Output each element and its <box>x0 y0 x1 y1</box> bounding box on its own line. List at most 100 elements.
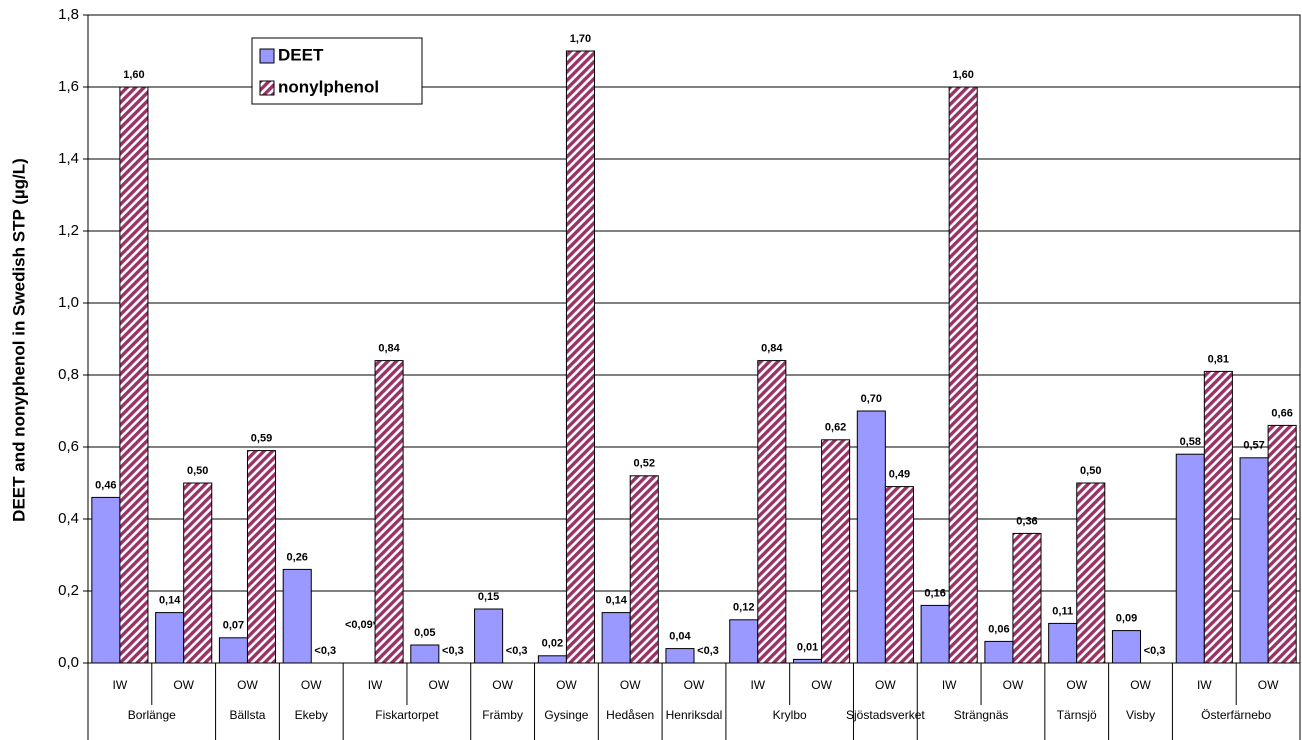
y-tick-label: 0,8 <box>58 366 79 383</box>
value-label: 0,14 <box>605 595 627 607</box>
x-tick-label: OW <box>173 678 194 692</box>
value-label: 0,66 <box>1271 407 1292 419</box>
bar <box>948 86 978 664</box>
x-tick-label: OW <box>556 678 577 692</box>
group-label: Hedåsen <box>606 708 654 722</box>
group-label: Visby <box>1126 708 1155 722</box>
x-tick-label: OW <box>875 678 896 692</box>
value-label: 0,70 <box>861 393 882 405</box>
bar <box>601 612 631 664</box>
y-tick-label: 0,6 <box>58 438 79 455</box>
bar <box>1203 370 1233 664</box>
bar <box>537 655 567 664</box>
value-label: <0,3 <box>1144 645 1166 657</box>
bar <box>374 360 404 664</box>
y-tick-label: 1,6 <box>58 78 79 95</box>
y-tick-label: 1,2 <box>58 222 79 239</box>
x-tick-label: OW <box>811 678 832 692</box>
x-tick-label: IW <box>1197 678 1212 692</box>
x-tick-label: OW <box>684 678 705 692</box>
value-label: 0,58 <box>1180 436 1201 448</box>
value-label: 0,52 <box>634 458 655 470</box>
bar <box>665 648 695 664</box>
bar <box>920 604 950 664</box>
bar <box>757 360 787 664</box>
value-label: 0,50 <box>187 465 208 477</box>
value-label: 0,49 <box>889 469 910 481</box>
y-axis-title: DEET and nonyphenol in Swedish STP (µg/L… <box>9 158 28 522</box>
value-label: 0,04 <box>669 631 691 643</box>
value-label: <0,09* <box>345 619 378 631</box>
value-label: 0,02 <box>542 638 563 650</box>
plot-border <box>87 14 1301 664</box>
group-label: Österfärnebo <box>1201 708 1271 722</box>
bar <box>91 496 121 664</box>
bar <box>1076 482 1106 664</box>
group-label: Krylbo <box>773 708 807 722</box>
x-tick-label: OW <box>301 678 322 692</box>
bar <box>884 486 914 664</box>
bar <box>282 568 312 664</box>
value-label: 0,81 <box>1208 353 1229 365</box>
bar <box>1267 424 1297 664</box>
bar <box>729 619 759 664</box>
value-label: 0,14 <box>159 595 181 607</box>
bar <box>1048 622 1078 664</box>
x-tick-label: OW <box>620 678 641 692</box>
value-label: 0,11 <box>1052 605 1073 617</box>
value-label: <0,3 <box>697 645 719 657</box>
legend: DEET nonylphenol <box>251 37 423 105</box>
value-label: 1,60 <box>952 69 973 81</box>
bar <box>1175 453 1205 664</box>
legend-swatch <box>259 80 275 96</box>
x-tick-label: OW <box>237 678 258 692</box>
value-label: 1,70 <box>570 33 591 45</box>
group-label: Tärnsjö <box>1057 708 1097 722</box>
value-label: 0,36 <box>1016 515 1037 527</box>
y-tick-label: 1,0 <box>58 294 79 311</box>
bar <box>1239 457 1269 664</box>
value-label: 0,50 <box>1080 465 1101 477</box>
legend-box <box>251 37 423 105</box>
value-label: 0,15 <box>478 591 499 603</box>
group-label: Borlänge <box>128 708 176 722</box>
value-label: <0,3 <box>442 645 464 657</box>
value-label: 0,59 <box>251 433 272 445</box>
bar <box>246 450 277 664</box>
bar <box>410 644 440 664</box>
bar <box>1012 532 1042 664</box>
value-label: 0,12 <box>733 602 754 614</box>
x-tick-label: IW <box>368 678 383 692</box>
group-label: Främby <box>482 708 523 722</box>
y-tick-label: 0,4 <box>58 510 79 527</box>
group-label: Fiskartorpet <box>375 708 439 722</box>
y-tick-label: 1,8 <box>58 6 79 23</box>
x-tick-label: OW <box>1130 678 1151 692</box>
value-label: 0,06 <box>988 623 1009 635</box>
bar <box>119 86 149 664</box>
value-label: 0,84 <box>378 343 400 355</box>
bar <box>1111 630 1142 664</box>
x-tick-label: OW <box>1258 678 1279 692</box>
value-label: 0,16 <box>924 587 945 599</box>
bar <box>856 410 886 664</box>
value-label: 0,46 <box>95 479 116 491</box>
x-tick-label: IW <box>942 678 957 692</box>
group-label: Strängnäs <box>954 708 1009 722</box>
bar <box>793 658 823 664</box>
x-tick-label: IW <box>750 678 765 692</box>
group-label: Ekeby <box>295 708 328 722</box>
value-label: 0,26 <box>287 551 308 563</box>
value-label: 0,84 <box>761 343 783 355</box>
value-label: 1,60 <box>123 69 144 81</box>
x-tick-label: OW <box>429 678 450 692</box>
value-label: 0,62 <box>825 422 846 434</box>
y-tick-label: 0,2 <box>58 582 79 599</box>
bar <box>183 482 213 664</box>
group-label: Bällsta <box>229 708 265 722</box>
bar <box>155 612 185 664</box>
value-label: 0,07 <box>223 620 244 632</box>
value-label: <0,3 <box>314 645 336 657</box>
group-label: Gysinge <box>544 708 588 722</box>
